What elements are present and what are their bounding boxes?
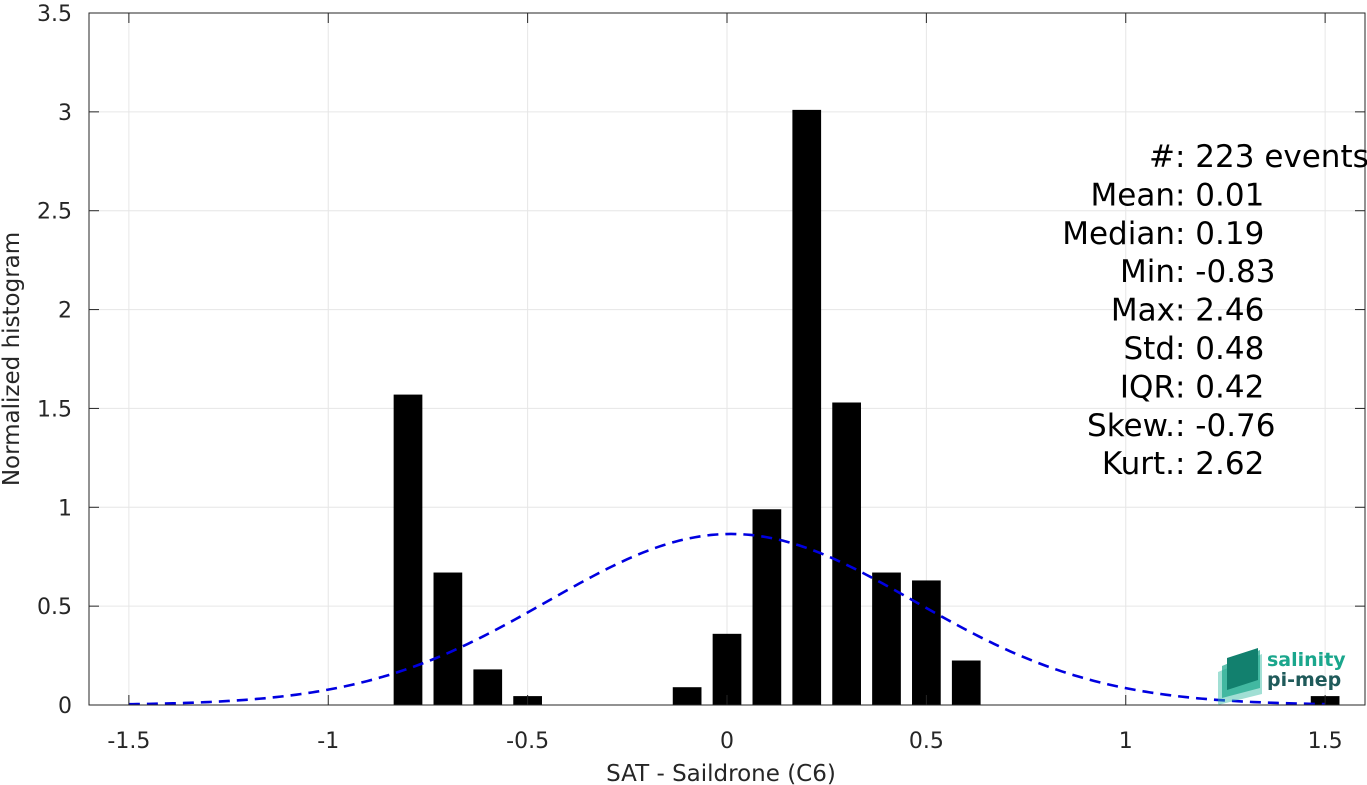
stat-value: : 2.46 — [1175, 293, 1264, 329]
fit-curve-line — [128, 532, 1326, 706]
logo-mark-icon — [1218, 648, 1262, 705]
histogram-bar — [712, 633, 742, 705]
histogram-bar — [393, 394, 423, 705]
stat-value: : -0.76 — [1175, 408, 1276, 444]
y-tick-label: 1 — [58, 496, 72, 521]
stat-value: : 0.19 — [1175, 216, 1264, 252]
x-tick-label: -1 — [317, 729, 339, 754]
logo-text-salinity: salinity — [1267, 649, 1346, 671]
histogram-bar — [832, 402, 861, 705]
histogram-bar — [951, 660, 981, 705]
stat-label: Std — [1123, 331, 1175, 367]
y-tick-label: 0 — [58, 694, 72, 719]
y-tick-labels: 0 0.5 1 1.5 2 2.5 3 3.5 — [37, 2, 72, 719]
stat-value: : 0.48 — [1175, 331, 1264, 367]
x-tick-label: 0.5 — [909, 729, 944, 754]
stat-label: Kurt. — [1102, 446, 1175, 482]
stat-value: : 2.62 — [1175, 446, 1264, 482]
histogram-bar — [752, 509, 782, 705]
y-tick-label: 3.5 — [37, 2, 72, 27]
histogram-bar — [672, 687, 702, 705]
gaussian-fit-curve — [128, 532, 1326, 706]
stat-value: : -0.83 — [1175, 254, 1276, 290]
histogram-bar — [433, 572, 463, 705]
histogram-bars — [393, 109, 1340, 705]
x-tick-label: 0 — [720, 729, 734, 754]
stat-value: : 0.42 — [1175, 369, 1264, 405]
histogram-bar — [912, 580, 941, 705]
histogram-bar — [473, 669, 503, 705]
histogram-bar — [872, 572, 901, 705]
salinity-pi-mep-logo: salinity pi-mep — [1218, 648, 1346, 705]
stat-label: Mean — [1091, 177, 1175, 213]
logo-text-pi-mep: pi-mep — [1267, 669, 1341, 691]
stat-label: Skew. — [1087, 408, 1175, 444]
y-axis-label: Normalized histogram — [0, 232, 25, 486]
x-tick-label: -1.5 — [107, 729, 150, 754]
x-tick-label: -0.5 — [506, 729, 549, 754]
stat-label: Max — [1111, 293, 1175, 329]
stat-label: Median — [1062, 216, 1175, 252]
x-tick-label: 1 — [1119, 729, 1133, 754]
stat-label: Min — [1120, 254, 1175, 290]
stat-label: # — [1149, 139, 1175, 175]
histogram-bar — [792, 109, 822, 705]
axes-frame — [88, 12, 1366, 706]
y-tick-label: 3 — [58, 101, 72, 126]
x-tick-label: 1.5 — [1308, 729, 1343, 754]
stat-label: IQR — [1120, 369, 1175, 405]
y-tick-label: 2.5 — [37, 200, 72, 225]
x-axis-label: SAT - Saildrone (C6) — [606, 761, 836, 785]
y-tick-label: 1.5 — [37, 397, 72, 422]
x-tick-labels: -1.5 -1 -0.5 0 0.5 1 1.5 — [107, 729, 1342, 754]
y-tick-label: 2 — [58, 299, 72, 324]
y-tick-label: 0.5 — [37, 595, 72, 620]
stat-value: : 223 events — [1175, 139, 1367, 175]
stat-value: : 0.01 — [1175, 177, 1264, 213]
